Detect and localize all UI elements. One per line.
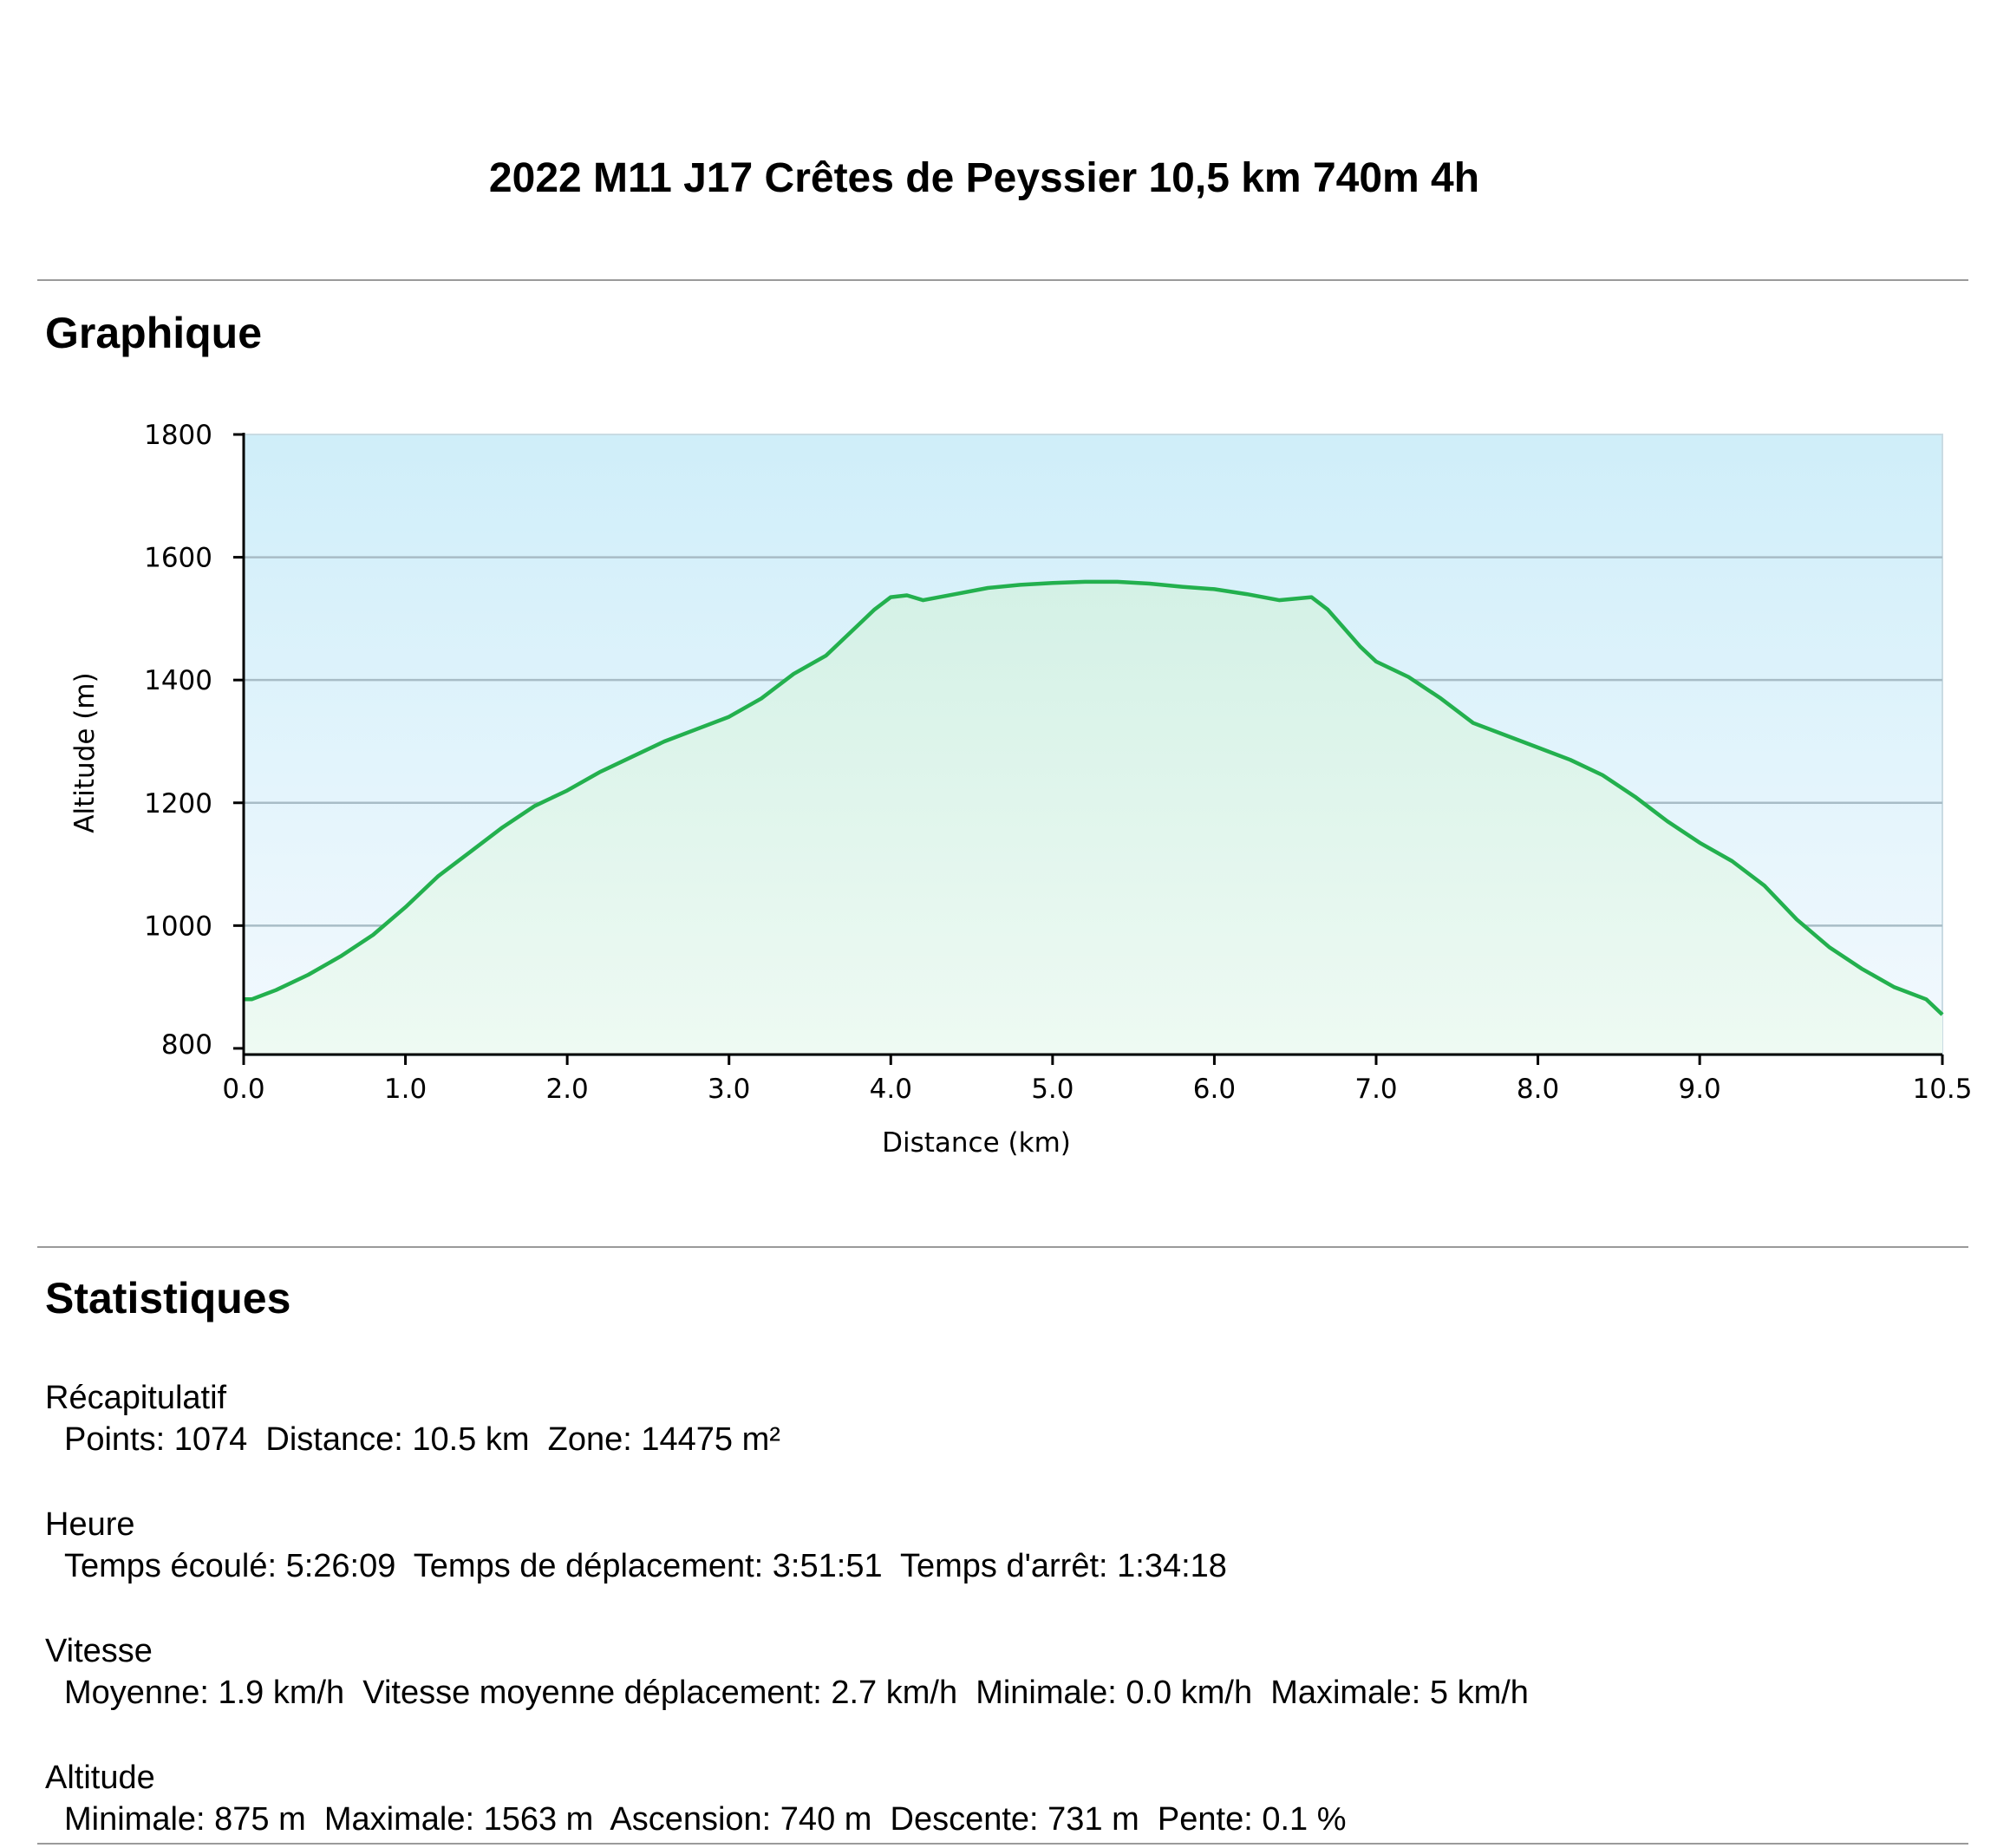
stat-group-title: Altitude <box>45 1760 155 1796</box>
divider-middle <box>37 1246 1968 1248</box>
x-axis-ticks: 0.0 1.0 2.0 3.0 4.0 5.0 6.0 7.0 8.0 9.0 10.5 <box>222 1055 1973 1105</box>
y-tick-label: 800 <box>161 1029 212 1061</box>
x-tick-label: 5.0 <box>1031 1074 1074 1105</box>
x-tick-label: 10.5 <box>1912 1074 1972 1105</box>
stat-group-speed: Vitesse Moyenne: 1.9 km/h Vitesse moyenn… <box>45 1630 1529 1714</box>
divider-bottom <box>37 1843 1968 1845</box>
page-title: 2022 M11 J17 Crêtes de Peyssier 10,5 km … <box>488 155 1480 201</box>
stat-group-title: Récapitulatif <box>45 1380 227 1416</box>
y-axis-ticks: 800 1000 1200 1400 1600 1800 <box>144 420 244 1061</box>
stat-group-altitude: Altitude Minimale: 875 m Maximale: 1563 … <box>45 1757 1347 1840</box>
elevation-area <box>244 581 1942 1055</box>
x-tick-label: 8.0 <box>1517 1074 1559 1105</box>
x-tick-label: 1.0 <box>384 1074 427 1105</box>
stat-group-time: Heure Temps écoulé: 5:26:09 Temps de dép… <box>45 1504 1227 1587</box>
x-tick-label: 4.0 <box>870 1074 912 1105</box>
stat-group-values: Points: 1074 Distance: 10.5 km Zone: 144… <box>64 1421 780 1458</box>
y-tick-label: 1400 <box>144 665 212 696</box>
stat-group-values: Moyenne: 1.9 km/h Vitesse moyenne déplac… <box>64 1675 1529 1711</box>
elevation-line <box>244 579 1944 1016</box>
stat-group-values: Minimale: 875 m Maximale: 1563 m Ascensi… <box>64 1801 1347 1838</box>
y-tick-label: 1600 <box>144 543 212 574</box>
x-axis-title: Distance (km) <box>882 1127 1071 1159</box>
stat-group-summary: Récapitulatif Points: 1074 Distance: 10.… <box>45 1377 780 1460</box>
stat-group-values: Temps écoulé: 5:26:09 Temps de déplaceme… <box>64 1548 1227 1584</box>
stat-group-title: Vitesse <box>45 1633 153 1669</box>
x-tick-label: 2.0 <box>545 1074 588 1105</box>
x-tick-label: 7.0 <box>1354 1074 1397 1105</box>
stats-heading: Statistiques <box>45 1274 291 1322</box>
x-tick-label: 9.0 <box>1678 1074 1720 1105</box>
y-axis-title: Altitude (m) <box>69 672 101 833</box>
divider-top <box>37 279 1968 281</box>
x-tick-label: 6.0 <box>1193 1074 1236 1105</box>
y-tick-label: 1800 <box>144 420 212 451</box>
x-tick-label: 3.0 <box>708 1074 750 1105</box>
x-tick-label: 0.0 <box>222 1074 264 1105</box>
chart-heading: Graphique <box>45 309 263 357</box>
elevation-chart: 800 1000 1200 1400 1600 1800 0.0 1.0 2.0 3.0 4.0 5… <box>69 420 1973 1159</box>
y-tick-label: 1200 <box>144 788 212 820</box>
y-tick-label: 1000 <box>144 911 212 942</box>
stat-group-title: Heure <box>45 1506 135 1543</box>
